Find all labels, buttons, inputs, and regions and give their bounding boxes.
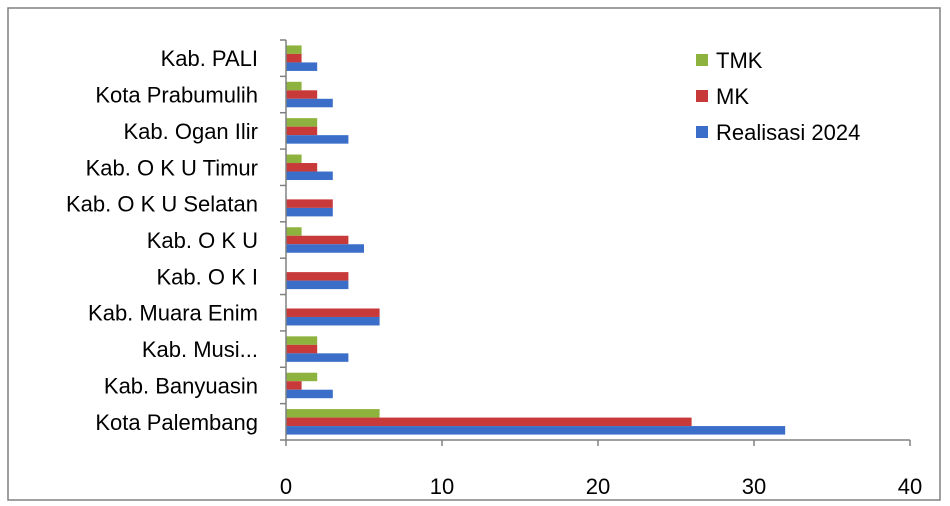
bar-tmk-10 [286, 45, 302, 54]
bar-realisasi-2024-7 [286, 171, 333, 181]
axes-layer [7, 7, 941, 501]
bar-realisasi-2024-4 [286, 280, 349, 290]
bar-realisasi-2024-8 [286, 135, 349, 144]
bar-tmk-8 [286, 118, 318, 127]
category-label-4: Kab. O K I [157, 264, 259, 289]
bar-mk-0 [286, 417, 692, 427]
x-tick-label-0: 0 [280, 474, 292, 499]
bar-tmk-1 [286, 372, 318, 382]
legend-swatch-mk [696, 90, 708, 102]
bar-realisasi-2024-2 [286, 353, 349, 362]
bar-tmk-9 [286, 81, 302, 91]
bar-mk-7 [286, 163, 318, 172]
bar-tmk-5 [286, 227, 302, 236]
x-tick-label-3: 30 [742, 474, 766, 499]
legend: TMK MK Realisasi 2024 [696, 48, 860, 145]
x-tick-label-4: 40 [898, 474, 922, 499]
bar-mk-5 [286, 235, 349, 245]
legend-swatch-tmk [696, 54, 708, 66]
x-tick-label-1: 10 [430, 474, 454, 499]
labels-layer: 0 10 20 30 40 Kota Palembang Kab. Banyuasin Kab… [66, 46, 922, 499]
bars-layer [286, 45, 786, 435]
category-label-8: Kab. Ogan Ilir [123, 119, 258, 144]
bar-realisasi-2024-9 [286, 98, 333, 108]
bar-mk-1 [286, 381, 302, 390]
category-label-10: Kab. PALI [161, 46, 258, 71]
bar-realisasi-2024-6 [286, 207, 333, 217]
category-label-6: Kab. O K U Selatan [66, 192, 258, 217]
bar-tmk-0 [286, 409, 380, 418]
x-tick-label-2: 20 [586, 474, 610, 499]
legend-swatch-realisasi-2024 [696, 126, 708, 138]
bar-realisasi-2024-5 [286, 244, 364, 253]
bar-realisasi-2024-0 [286, 426, 786, 435]
bar-mk-10 [286, 53, 302, 63]
bar-realisasi-2024-3 [286, 316, 380, 326]
category-label-2: Kab. Musi... [142, 337, 258, 362]
bar-realisasi-2024-1 [286, 389, 333, 399]
legend-label-realisasi-2024: Realisasi 2024 [716, 120, 860, 145]
chart-border [7, 7, 941, 501]
bar-tmk-7 [286, 154, 302, 164]
bar-mk-6 [286, 199, 333, 208]
legend-label-mk: MK [716, 84, 749, 109]
bar-mk-9 [286, 90, 318, 99]
bar-mk-2 [286, 344, 318, 354]
bar-realisasi-2024-10 [286, 62, 318, 71]
category-label-9: Kota Prabumulih [95, 83, 258, 108]
bar-mk-4 [286, 272, 349, 281]
category-label-3: Kab. Muara Enim [88, 301, 258, 326]
legend-label-tmk: TMK [716, 48, 763, 73]
bar-mk-3 [286, 308, 380, 317]
category-label-7: Kab. O K U Timur [86, 155, 258, 180]
bar-mk-8 [286, 126, 318, 136]
category-label-1: Kab. Banyuasin [104, 373, 258, 398]
bar-tmk-2 [286, 336, 318, 345]
category-label-0: Kota Palembang [95, 410, 258, 435]
category-label-5: Kab. O K U [147, 228, 258, 253]
